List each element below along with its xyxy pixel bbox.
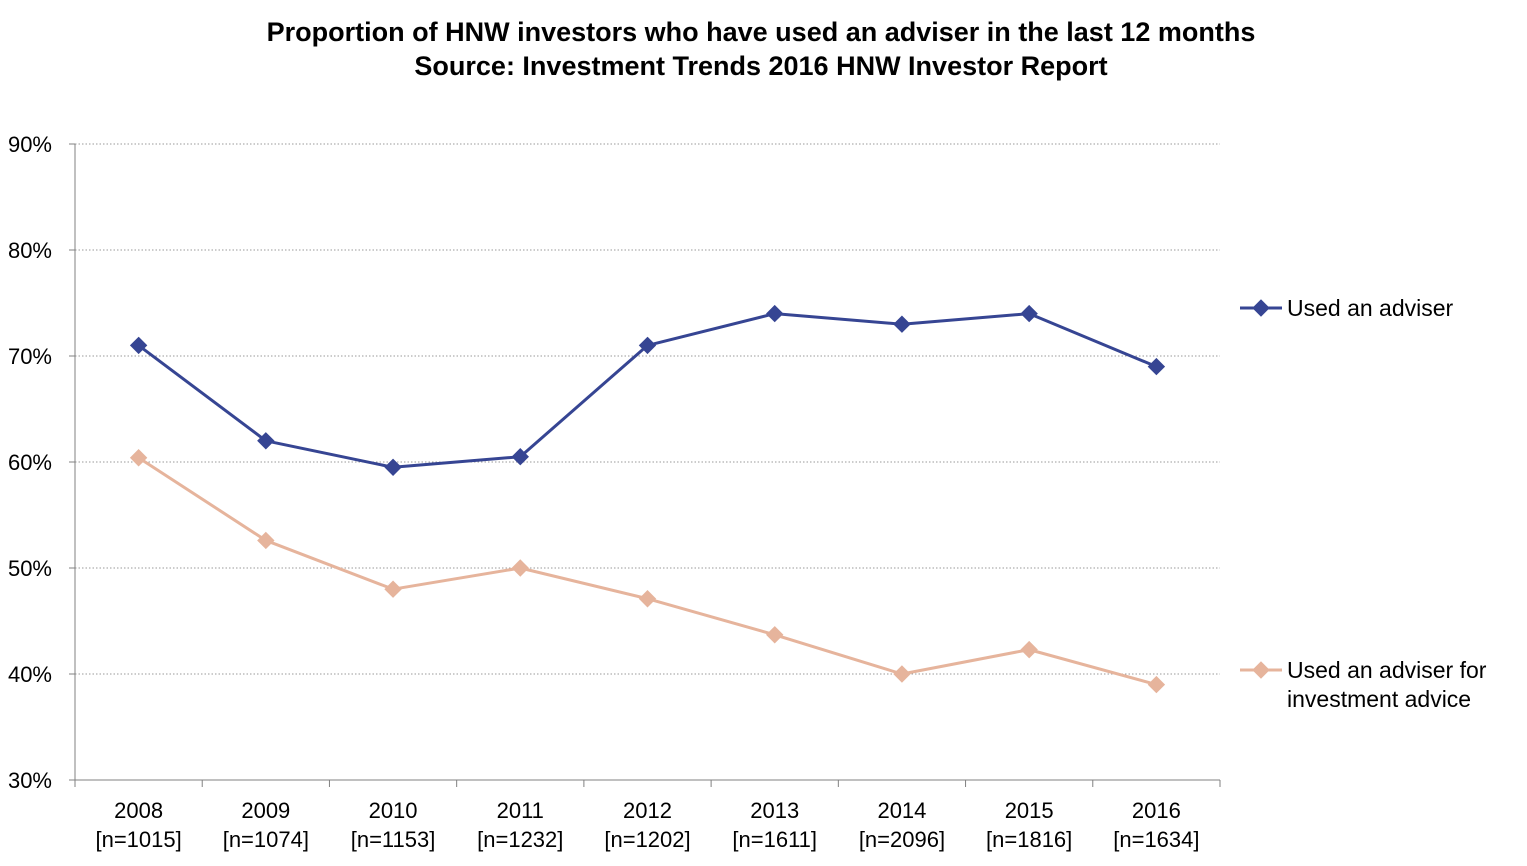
series-1-point-2010 bbox=[384, 458, 402, 477]
x-tick-label-2010: 2010 bbox=[369, 798, 418, 823]
x-tick-label-2016: 2016 bbox=[1132, 798, 1181, 823]
chart-subtitle: Source: Investment Trends 2016 HNW Inves… bbox=[414, 51, 1107, 81]
series-2-point-2010 bbox=[384, 580, 402, 598]
x-tick-sublabel-2008: [n=1015] bbox=[95, 827, 181, 852]
x-tick-label-2009: 2009 bbox=[241, 798, 290, 823]
series-2-point-2008 bbox=[129, 449, 148, 467]
series-1-point-2014 bbox=[893, 315, 911, 333]
series-1-point-2009 bbox=[257, 432, 275, 450]
x-tick-sublabel-2011: [n=1232] bbox=[477, 827, 563, 852]
chart-title: Proportion of HNW investors who have use… bbox=[267, 17, 1256, 47]
axes bbox=[69, 143, 1221, 787]
series-2-point-2016 bbox=[1147, 675, 1166, 694]
y-tick-label-40: 40% bbox=[8, 662, 52, 687]
x-tick-sublabel-2012: [n=1202] bbox=[604, 827, 690, 852]
legend-marker-2 bbox=[1252, 661, 1270, 679]
y-tick-label-30: 30% bbox=[8, 768, 52, 793]
x-tick-label-2008: 2008 bbox=[114, 798, 163, 823]
x-tick-label-2011: 2011 bbox=[497, 798, 544, 823]
legend-label-2-line-2: investment advice bbox=[1287, 686, 1471, 712]
legend: Used an adviser Used an adviser for invest… bbox=[1240, 295, 1487, 712]
x-tick-sublabel-2009: [n=1074] bbox=[223, 827, 309, 852]
y-tick-label-60: 60% bbox=[8, 450, 52, 475]
series-1-point-2015 bbox=[1020, 304, 1038, 323]
series-1-point-2013 bbox=[766, 304, 784, 323]
x-tick-sublabel-2010: [n=1153] bbox=[351, 827, 436, 852]
series-2-point-2013 bbox=[766, 626, 784, 644]
legend-label-1-line-1: Used an adviser bbox=[1287, 295, 1454, 321]
x-tick-label-2013: 2013 bbox=[750, 798, 799, 823]
x-tick-sublabel-2015: [n=1816] bbox=[986, 827, 1072, 852]
series-line-1 bbox=[137, 312, 1157, 469]
series-2-point-2012 bbox=[638, 590, 657, 608]
x-axis-ticks: 2008 [n=1015] 2009 [n=1074] 2010 [n=1153] 2011… bbox=[95, 798, 1199, 852]
series-1-point-2016 bbox=[1147, 357, 1166, 376]
y-tick-label-70: 70% bbox=[8, 344, 52, 369]
x-tick-label-2012: 2012 bbox=[623, 798, 672, 823]
series-2-point-2014 bbox=[893, 665, 911, 683]
legend-label-2-line-1: Used an adviser for bbox=[1287, 657, 1487, 683]
y-tick-label-50: 50% bbox=[8, 556, 52, 581]
y-axis-ticks: 30% 40% 50% 60% 70% 80% 90% bbox=[8, 132, 52, 793]
series-2-point-2011 bbox=[511, 559, 529, 577]
series-2-point-2009 bbox=[257, 531, 275, 550]
series-1-point-2008 bbox=[129, 336, 148, 355]
y-tick-label-80: 80% bbox=[8, 238, 52, 263]
series-line-2 bbox=[137, 456, 1157, 687]
legend-marker-1 bbox=[1252, 299, 1270, 317]
x-tick-label-2015: 2015 bbox=[1005, 798, 1054, 823]
x-tick-sublabel-2013: [n=1611] bbox=[732, 827, 817, 852]
series-2-point-2015 bbox=[1020, 640, 1038, 659]
x-tick-sublabel-2016: [n=1634] bbox=[1113, 827, 1199, 852]
series-group bbox=[129, 304, 1166, 694]
series-1-point-2012 bbox=[638, 336, 657, 355]
x-tick-sublabel-2014: [n=2096] bbox=[859, 827, 945, 852]
series-1-point-2011 bbox=[511, 447, 529, 466]
y-tick-label-90: 90% bbox=[8, 132, 52, 157]
x-tick-label-2014: 2014 bbox=[877, 798, 926, 823]
